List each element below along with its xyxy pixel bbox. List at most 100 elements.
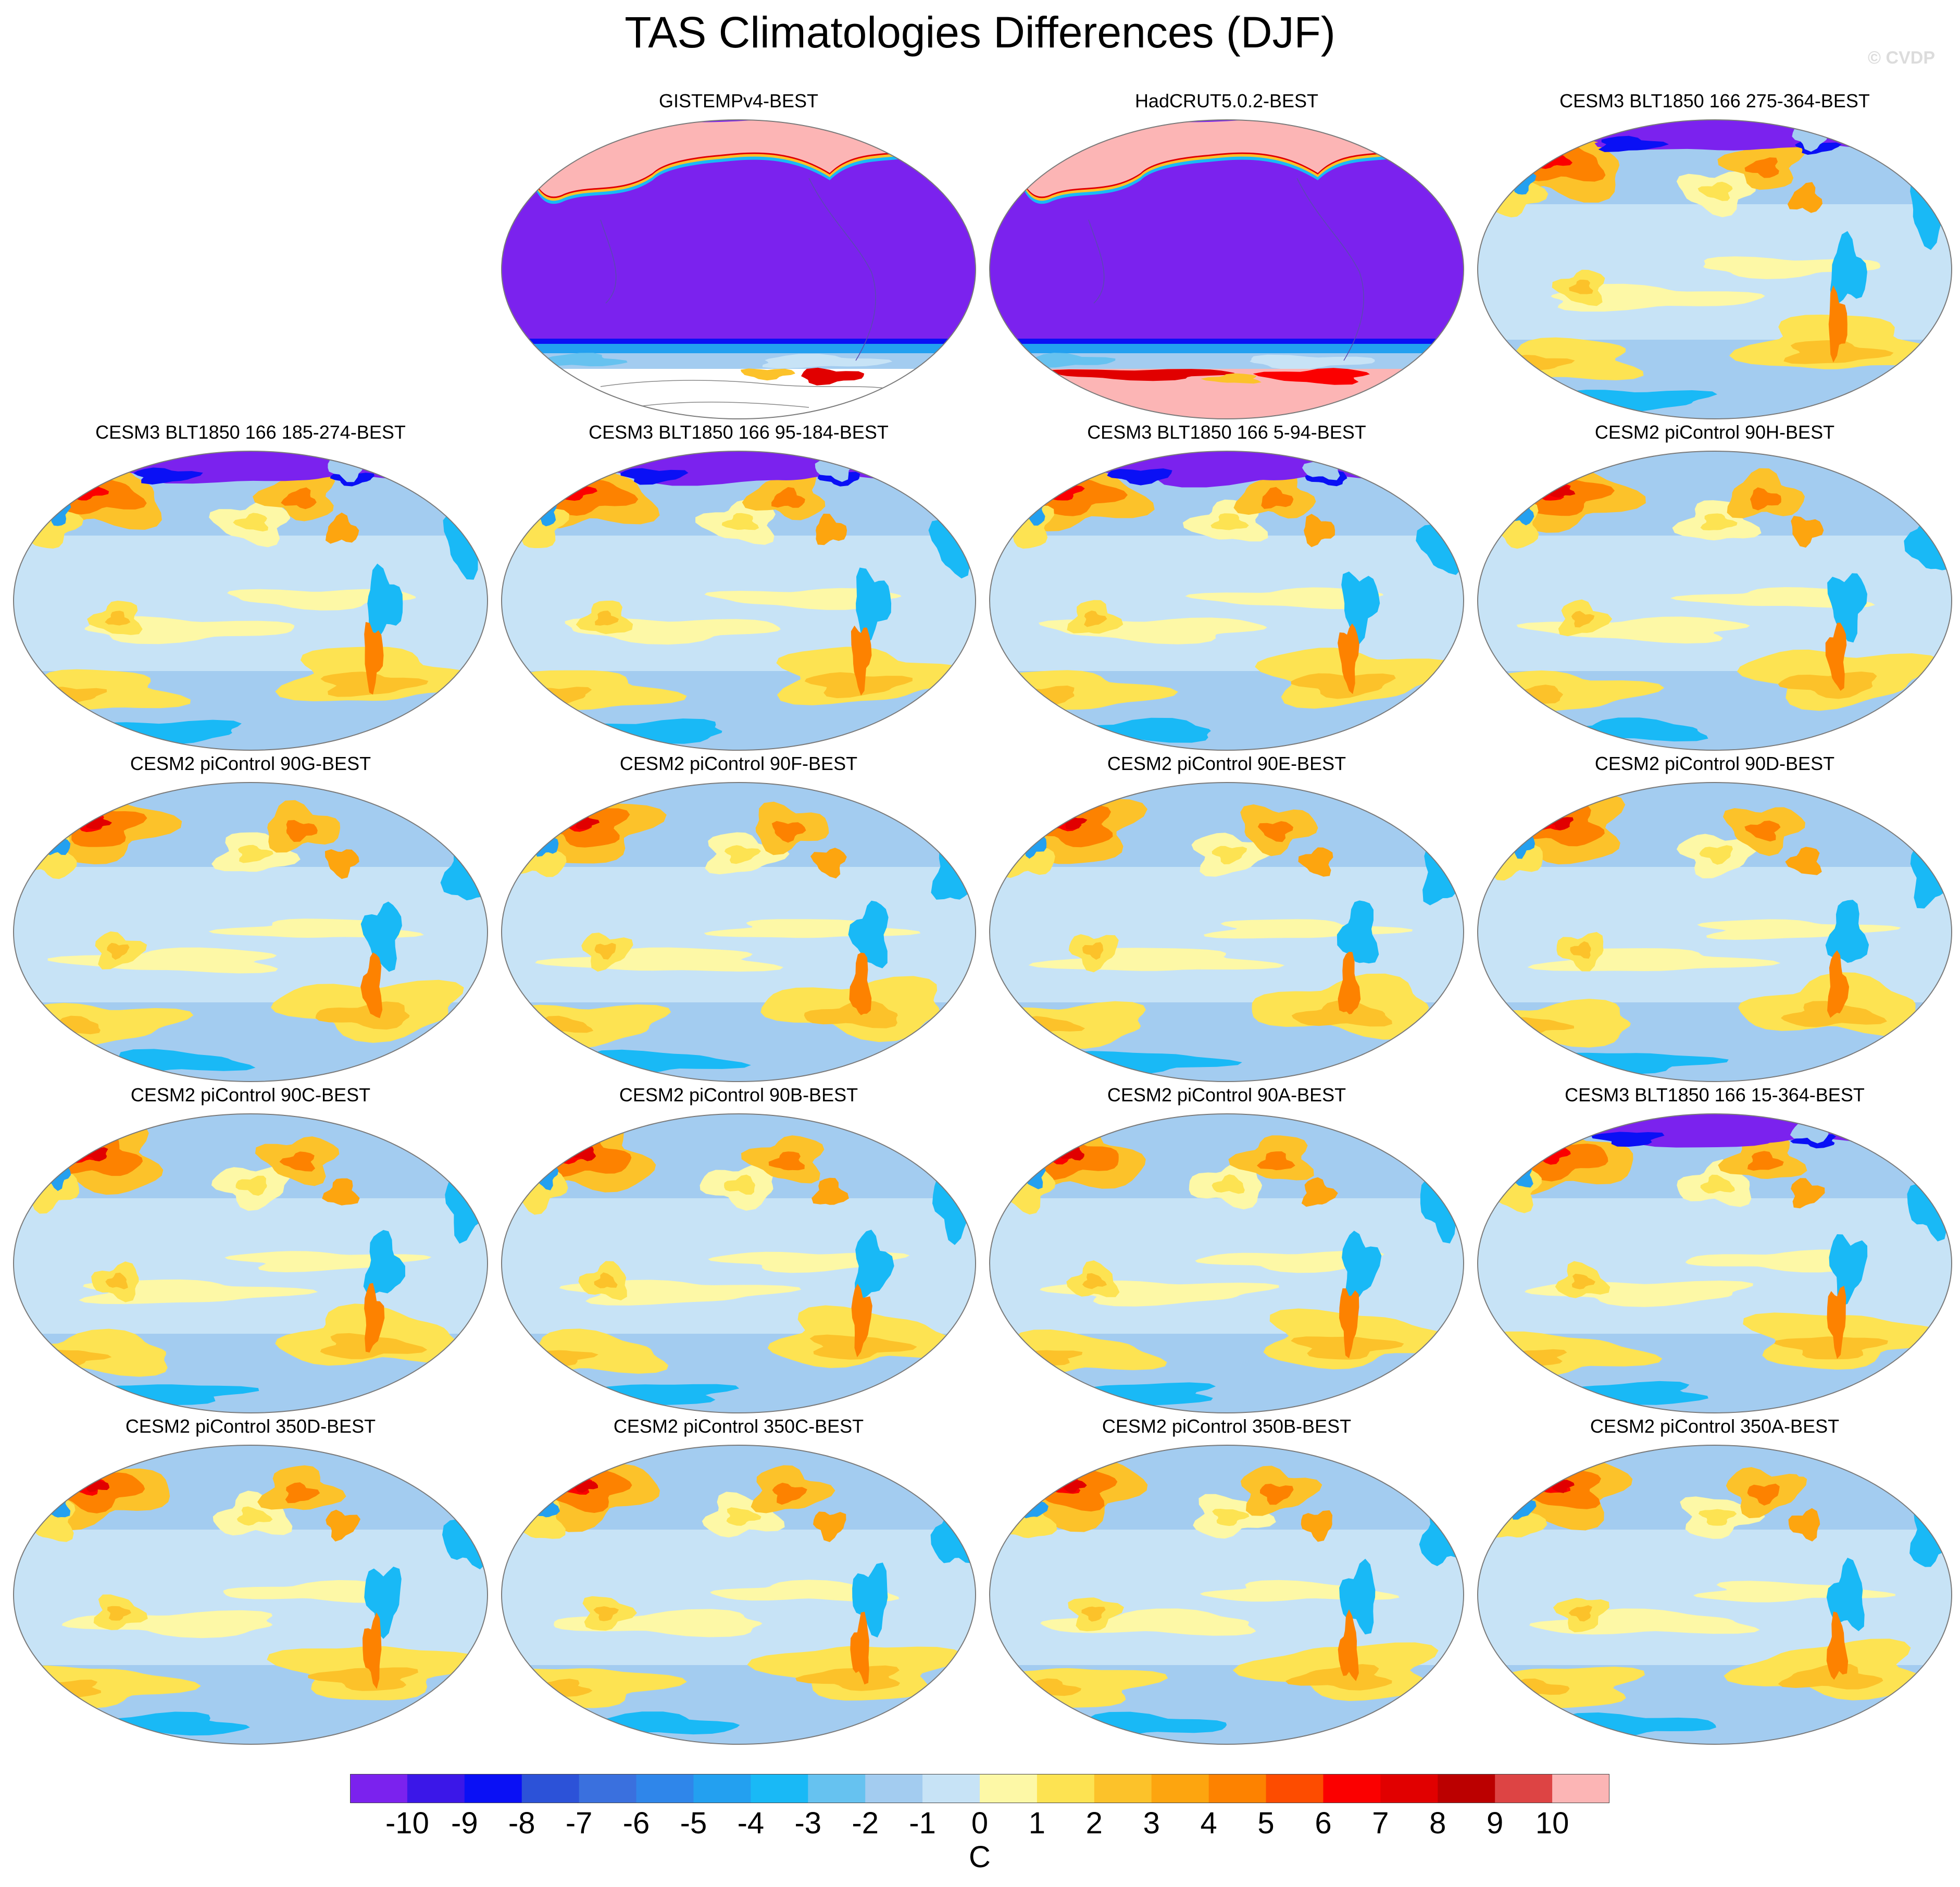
map-panel: CESM3 BLT1850 166 275-364-BEST [1472,90,1957,423]
map-svg [1477,1445,1952,1745]
map-field [990,120,1464,419]
map-field [1478,1445,1952,1744]
panel-title: CESM2 piControl 90C-BEST [130,1084,371,1106]
map-panel: CESM2 piControl 90B-BEST [496,1084,981,1417]
watermark: © CVDP [1868,48,1935,68]
panel-title: CESM2 piControl 350A-BEST [1590,1416,1840,1437]
map-field [990,783,1464,1082]
map-panel: CESM2 piControl 90A-BEST [984,1084,1469,1417]
map-field [990,451,1464,750]
map-panel: CESM2 piControl 90D-BEST [1472,752,1957,1086]
map-field [14,1114,488,1413]
map-svg [1477,782,1952,1082]
colorbar-tick-label: 9 [1487,1806,1504,1840]
map-field [502,1445,976,1744]
panel-title: CESM2 piControl 350C-BEST [613,1416,864,1437]
colorbar-tick-label: -10 [385,1806,429,1840]
colorbar-swatch [1323,1774,1381,1803]
colorbar-swatch [1208,1774,1267,1803]
colorbar-swatch [1552,1774,1609,1803]
colorbar-tick-label: -6 [622,1806,650,1840]
map-panel: CESM3 BLT1850 166 185-274-BEST [8,421,493,754]
map-svg [989,119,1464,419]
map-panel: CESM2 piControl 90C-BEST [8,1084,493,1417]
map-outline [13,1445,488,1745]
colorbar-tick-label: 5 [1257,1806,1275,1840]
map-field [14,783,488,1082]
colorbar-tick-label: 1 [1028,1806,1046,1840]
map-panel: CESM3 BLT1850 166 95-184-BEST [496,421,981,754]
chart-title: TAS Climatologies Differences (DJF) [625,8,1335,57]
map-outline [501,1113,976,1413]
map-outline [989,1445,1464,1745]
colorbar-tick-label: 3 [1143,1806,1160,1840]
colorbar-swatch [751,1774,808,1803]
panel-title: CESM2 piControl 90H-BEST [1594,421,1835,443]
map-panel: GISTEMPv4-BEST [496,90,981,423]
colorbar-swatch [464,1774,522,1803]
colorbar-swatch [808,1774,866,1803]
colorbar-tick-label: -5 [680,1806,707,1840]
colorbar-swatch [1495,1774,1553,1803]
map-panel: HadCRUT5.0.2-BEST [984,90,1469,423]
map-panel: CESM2 piControl 350B-BEST [984,1415,1469,1748]
map-panel: CESM2 piControl 350A-BEST [1472,1415,1957,1748]
colorbar-tick-label: -7 [565,1806,593,1840]
map-svg [13,782,488,1082]
map-field [502,1114,976,1413]
colorbar-swatch [1037,1774,1095,1803]
map-field [1478,451,1952,750]
panel-title: CESM2 piControl 90F-BEST [619,753,858,774]
panel-title: CESM3 BLT1850 166 275-364-BEST [1559,90,1870,111]
colorbar-swatch [980,1774,1038,1803]
map-field [1478,120,1952,419]
map-panel: CESM2 piControl 90F-BEST [496,752,981,1086]
colorbar-tick-label: 7 [1372,1806,1389,1840]
colorbar-tick-label: 10 [1535,1806,1569,1840]
colorbar-swatch [407,1774,465,1803]
colorbar-tick-label: -9 [451,1806,478,1840]
map-svg [501,782,976,1082]
map-outline [501,451,976,751]
map-panel: CESM2 piControl 90H-BEST [1472,421,1957,754]
map-panel: CESM2 piControl 350D-BEST [8,1415,493,1748]
map-svg [13,1445,488,1745]
map-outline [1477,782,1952,1082]
colorbar-tick-label: 0 [971,1806,989,1840]
panel-title: GISTEMPv4-BEST [658,90,819,111]
panel-title: CESM3 BLT1850 166 15-364-BEST [1565,1084,1865,1106]
colorbar-swatch [1094,1774,1152,1803]
map-outline [13,451,488,751]
colorbar-tick-label: 8 [1429,1806,1446,1840]
map-outline [1477,1445,1952,1745]
map-svg [989,1113,1464,1413]
colorbar-tick-label: -3 [794,1806,822,1840]
map-field [14,451,488,750]
map-outline [1477,119,1952,419]
colorbar-swatch [865,1774,923,1803]
map-field [502,783,976,1082]
panel-title: CESM2 piControl 90E-BEST [1107,753,1346,774]
map-field [502,120,976,419]
map-svg [13,1113,488,1413]
map-panel: CESM2 piControl 90G-BEST [8,752,493,1086]
map-svg [1477,119,1952,419]
colorbar-swatch [1380,1774,1438,1803]
panel-title: CESM2 piControl 350D-BEST [125,1416,376,1437]
map-svg [501,1445,976,1745]
map-field [1478,783,1952,1082]
map-svg [989,782,1464,1082]
colorbar-swatch [693,1774,751,1803]
map-field [14,1445,488,1744]
map-outline [989,782,1464,1082]
map-svg [1477,1113,1952,1413]
map-field [990,1445,1464,1744]
colorbar-swatch [579,1774,637,1803]
map-panel: CESM3 BLT1850 166 15-364-BEST [1472,1084,1957,1417]
map-field [990,1114,1464,1413]
colorbar-swatch [1438,1774,1495,1803]
map-field [1478,1114,1952,1413]
colorbar-tick-label: 6 [1315,1806,1332,1840]
panel-title: CESM3 BLT1850 166 185-274-BEST [95,421,406,443]
map-svg [1477,451,1952,751]
